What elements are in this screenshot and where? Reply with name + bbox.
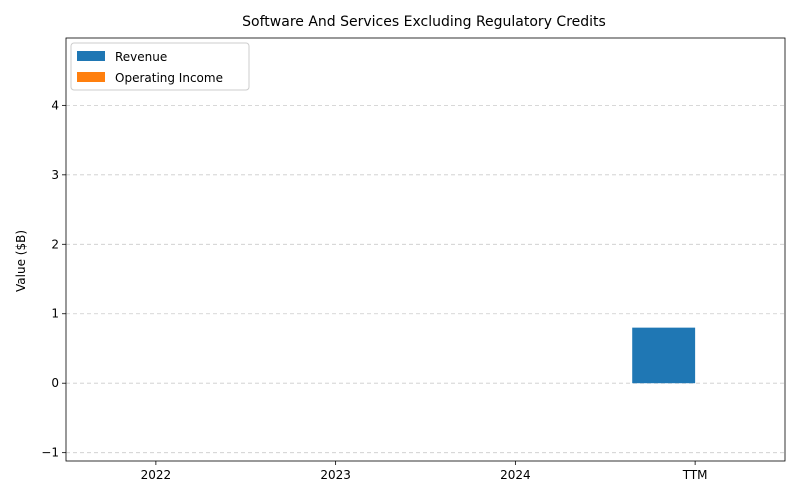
y-tick-label: 3 (51, 168, 59, 182)
y-tick-label: −1 (41, 446, 59, 460)
x-tick-label: 2022 (141, 468, 172, 482)
axes: −1 0 1 2 3 4 2022 2023 2024 TTM (41, 38, 785, 482)
bar-revenue (632, 328, 695, 384)
legend-label: Revenue (115, 50, 167, 64)
legend-swatch (77, 51, 105, 61)
legend-swatch (77, 72, 105, 82)
y-axis-label: Value ($B) (14, 230, 28, 292)
chart-title: Software And Services Excluding Regulato… (242, 14, 606, 30)
legend: Revenue Operating Income (71, 43, 249, 90)
x-tick-label: 2023 (320, 468, 351, 482)
gridlines (66, 105, 785, 452)
y-tick-label: 1 (51, 307, 59, 321)
y-tick-label: 0 (51, 376, 59, 390)
y-tick-label: 2 (51, 237, 59, 251)
x-tick-label: 2024 (500, 468, 531, 482)
legend-label: Operating Income (115, 71, 223, 85)
bars (632, 328, 695, 384)
plot-frame (66, 38, 785, 461)
y-tick-label: 4 (51, 98, 59, 112)
x-tick-label: TTM (682, 468, 708, 482)
